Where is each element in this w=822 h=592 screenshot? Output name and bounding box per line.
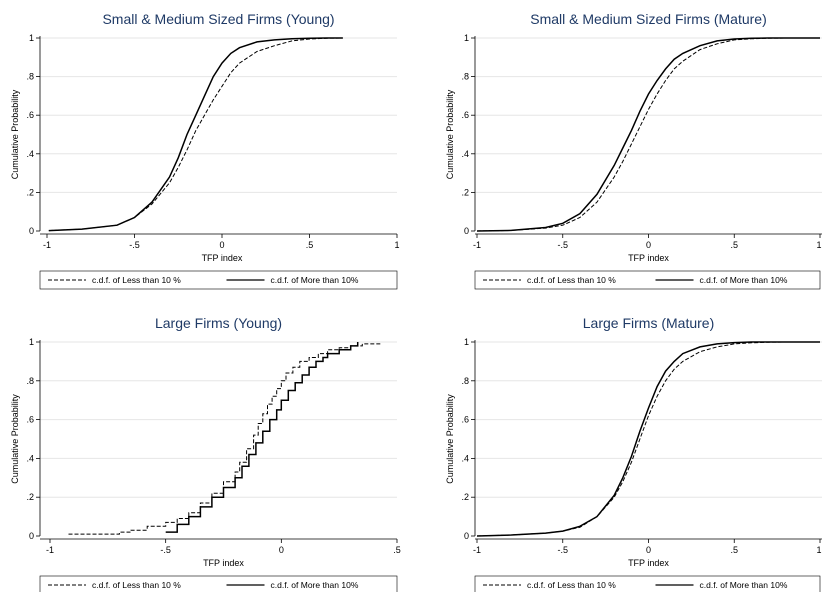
series-line-more-than-10 [165, 342, 359, 533]
x-axis-label: TFP index [628, 253, 669, 263]
legend-box [39, 270, 398, 290]
legend-label: c.d.f. of Less than 10 % [527, 275, 616, 285]
x-tick-label: 0 [646, 545, 651, 555]
legend-box [39, 575, 398, 592]
legend-box [474, 575, 821, 592]
x-tick-label: -1 [46, 545, 54, 555]
x-tick-label: 1 [816, 545, 821, 555]
x-axis-label: TFP index [203, 558, 244, 568]
series-line-less-than-10 [68, 343, 381, 535]
series-line-more-than-10 [476, 37, 820, 232]
y-axis-label: Cumulative Probability [10, 89, 20, 179]
x-tick-label: 1 [816, 240, 821, 250]
y-axis-label: Cumulative Probability [10, 394, 20, 484]
y-tick-label: .2 [26, 492, 34, 502]
legend-box [474, 270, 821, 290]
chart-panel-1: Small & Medium Sized Firms (Young) 0 .2 .4.… [10, 11, 400, 290]
y-tick-label: .4 [461, 149, 469, 159]
x-tick-label: 0 [646, 240, 651, 250]
y-tick-label: .8 [461, 376, 469, 386]
y-tick-label: 0 [29, 226, 34, 236]
chart-title: Small & Medium Sized Firms (Young) [102, 11, 334, 27]
y-tick-label: .8 [461, 72, 469, 82]
y-tick-label: 0 [464, 226, 469, 236]
y-tick-label: 1 [464, 337, 469, 347]
y-tick-label: 1 [29, 33, 34, 43]
y-tick-label: 0 [464, 531, 469, 541]
y-axis-label: Cumulative Probability [445, 394, 455, 484]
x-tick-label: -.5 [557, 240, 568, 250]
x-tick-label: -1 [473, 545, 481, 555]
y-tick-label: .4 [26, 149, 34, 159]
legend-label: c.d.f. of Less than 10 % [527, 580, 616, 590]
chart-title: Small & Medium Sized Firms (Mature) [530, 11, 767, 27]
y-tick-label: .4 [26, 453, 34, 463]
chart-panel-3: Large Firms (Young) 0 .2 .4 .6 .8 1 -1 -.5 0 .5 TFP… [10, 315, 401, 592]
y-tick-label: 1 [464, 33, 469, 43]
y-tick-label: .2 [461, 492, 469, 502]
x-tick-label: 0 [219, 240, 224, 250]
legend-label: c.d.f. of More than 10% [700, 580, 788, 590]
y-tick-label: .8 [26, 376, 34, 386]
y-tick-label: .8 [26, 72, 34, 82]
series-line-less-than-10 [476, 341, 820, 537]
y-axis-label: Cumulative Probability [445, 89, 455, 179]
x-axis-label: TFP index [202, 253, 243, 263]
x-tick-label: 0 [279, 545, 284, 555]
x-tick-label: -.5 [129, 240, 140, 250]
y-tick-label: 0 [29, 531, 34, 541]
x-tick-label: .5 [730, 240, 738, 250]
x-tick-label: .5 [393, 545, 401, 555]
y-tick-label: .2 [26, 187, 34, 197]
x-tick-label: -.5 [557, 545, 568, 555]
legend-label: c.d.f. of More than 10% [700, 275, 788, 285]
y-tick-label: .6 [461, 415, 469, 425]
chart-panel-4: Large Firms (Mature) 0 .2 .4 .6 .8 1 -1 -.5 0 .5 1 T… [445, 315, 822, 592]
x-tick-label: -.5 [160, 545, 171, 555]
x-tick-label: 1 [394, 240, 399, 250]
x-tick-label: -1 [473, 240, 481, 250]
y-tick-label: .4 [461, 453, 469, 463]
chart-panel-2: Small & Medium Sized Firms (Mature) 0 .2 .4… [445, 11, 822, 290]
chart-title: Large Firms (Young) [155, 315, 282, 331]
y-tick-label: .6 [26, 110, 34, 120]
x-tick-label: .5 [730, 545, 738, 555]
series-line-more-than-10 [48, 37, 343, 232]
legend-label: c.d.f. of More than 10% [271, 580, 359, 590]
chart-title: Large Firms (Mature) [583, 315, 714, 331]
y-tick-label: .6 [461, 110, 469, 120]
legend-label: c.d.f. of Less than 10 % [92, 580, 181, 590]
series-line-less-than-10 [476, 37, 820, 232]
y-tick-label: 1 [29, 337, 34, 347]
series-line-more-than-10 [476, 341, 820, 537]
x-axis-label: TFP index [628, 558, 669, 568]
legend-label: c.d.f. of Less than 10 % [92, 275, 181, 285]
y-tick-label: .6 [26, 415, 34, 425]
y-tick-label: .2 [461, 187, 469, 197]
x-tick-label: -1 [43, 240, 51, 250]
series-line-less-than-10 [48, 37, 343, 232]
x-tick-label: .5 [306, 240, 314, 250]
legend-label: c.d.f. of More than 10% [271, 275, 359, 285]
